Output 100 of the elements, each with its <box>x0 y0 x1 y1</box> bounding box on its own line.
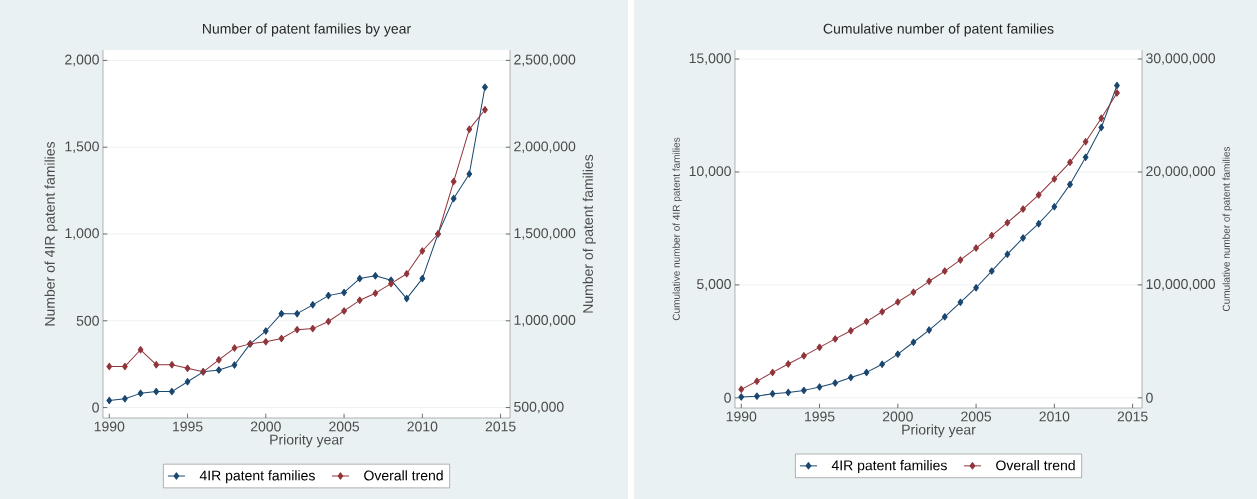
point <box>1004 250 1011 258</box>
point <box>769 390 776 398</box>
point <box>957 298 964 306</box>
legend-label: 4IR patent families <box>831 460 947 474</box>
point <box>1020 234 1026 242</box>
x-tick-label: 2010 <box>407 421 438 432</box>
y-tick-label: 0 <box>92 402 99 413</box>
point <box>466 170 473 178</box>
point <box>1114 89 1120 97</box>
point <box>926 277 933 285</box>
point <box>184 364 191 373</box>
y-tick-label: 1,000 <box>65 228 99 240</box>
point <box>926 326 933 334</box>
point <box>482 83 488 91</box>
point <box>910 338 917 346</box>
point <box>910 288 917 296</box>
y-tick-label: 500 <box>76 315 99 326</box>
point <box>1098 114 1105 123</box>
point <box>769 368 776 377</box>
point <box>309 301 316 309</box>
x-tick-label: 2005 <box>961 411 992 422</box>
point <box>800 352 807 360</box>
x-axis-title: Priority year <box>270 434 344 448</box>
point <box>184 378 191 386</box>
point <box>847 373 854 382</box>
point <box>153 387 160 396</box>
point <box>1020 205 1026 213</box>
point <box>785 388 792 397</box>
x-tick-label: 2000 <box>882 411 913 422</box>
point <box>1004 218 1011 227</box>
point <box>168 387 175 396</box>
y-tick-label: 0 <box>724 392 731 403</box>
point <box>1082 138 1089 146</box>
y2-tick-label: 20,000,000 <box>1146 166 1216 178</box>
point <box>106 396 113 405</box>
point <box>372 272 379 280</box>
point <box>879 308 886 316</box>
point <box>419 247 426 255</box>
point <box>738 393 745 401</box>
point <box>231 361 238 369</box>
point <box>106 362 113 371</box>
point <box>341 307 347 315</box>
point <box>941 267 948 275</box>
x-tick-label: 1990 <box>94 421 125 432</box>
point <box>482 106 488 114</box>
point <box>403 270 410 278</box>
point <box>957 256 964 264</box>
y-tick-label: 1,500 <box>65 141 99 153</box>
chart-title: Cumulative number of patent families <box>823 23 1054 37</box>
point <box>800 386 807 395</box>
x-tick-label: 2010 <box>1039 411 1070 422</box>
point <box>262 327 269 335</box>
point <box>863 368 870 377</box>
x-tick-label: 2000 <box>250 421 281 432</box>
point <box>1051 175 1058 183</box>
x-tick-label: 2015 <box>485 421 516 432</box>
point <box>137 346 144 354</box>
point <box>356 274 363 283</box>
point <box>278 334 285 343</box>
x-axis-title: Priority year <box>902 424 976 438</box>
y2-tick-label: 30,000,000 <box>1146 53 1216 65</box>
y-axis-title: Cumulative number of 4IR patent families <box>672 137 682 321</box>
point <box>1051 203 1058 211</box>
point <box>262 338 269 346</box>
point <box>137 389 144 398</box>
point <box>785 360 792 368</box>
point <box>738 385 745 394</box>
y-tick-label: 5,000 <box>697 279 731 291</box>
point <box>816 343 823 352</box>
point <box>754 377 760 385</box>
point <box>294 309 301 318</box>
point <box>403 294 410 303</box>
x-tick-label: 1995 <box>805 411 835 422</box>
point <box>988 267 995 275</box>
x-tick-label: 1990 <box>726 411 757 422</box>
y-tick-label: 10,000 <box>689 166 731 178</box>
point <box>894 350 901 358</box>
point <box>356 296 363 305</box>
y2-tick-label: 10,000,000 <box>1146 279 1216 291</box>
y-axis-title: Number of 4IR patent families <box>44 141 58 326</box>
point <box>122 395 128 403</box>
point <box>466 125 473 134</box>
point <box>153 361 160 369</box>
legend-label: 4IR patent families <box>199 470 315 484</box>
chart-title: Number of patent families by year <box>202 23 411 37</box>
point <box>847 327 854 335</box>
legend-label: Overall trend <box>364 470 443 481</box>
point <box>941 313 948 321</box>
point <box>231 344 238 352</box>
point <box>450 194 457 203</box>
y2-tick-label: 500,000 <box>514 401 564 414</box>
y2-tick-label: 1,000,000 <box>514 315 576 327</box>
point <box>894 298 901 306</box>
point <box>863 317 870 326</box>
x-tick-label: 1995 <box>173 421 203 432</box>
point <box>309 324 316 333</box>
point <box>1035 191 1042 199</box>
point <box>325 291 332 300</box>
y2-axis-title: Cumulative number of patent families <box>1222 146 1232 312</box>
y2-axis-title: Number of patent families <box>582 154 596 313</box>
